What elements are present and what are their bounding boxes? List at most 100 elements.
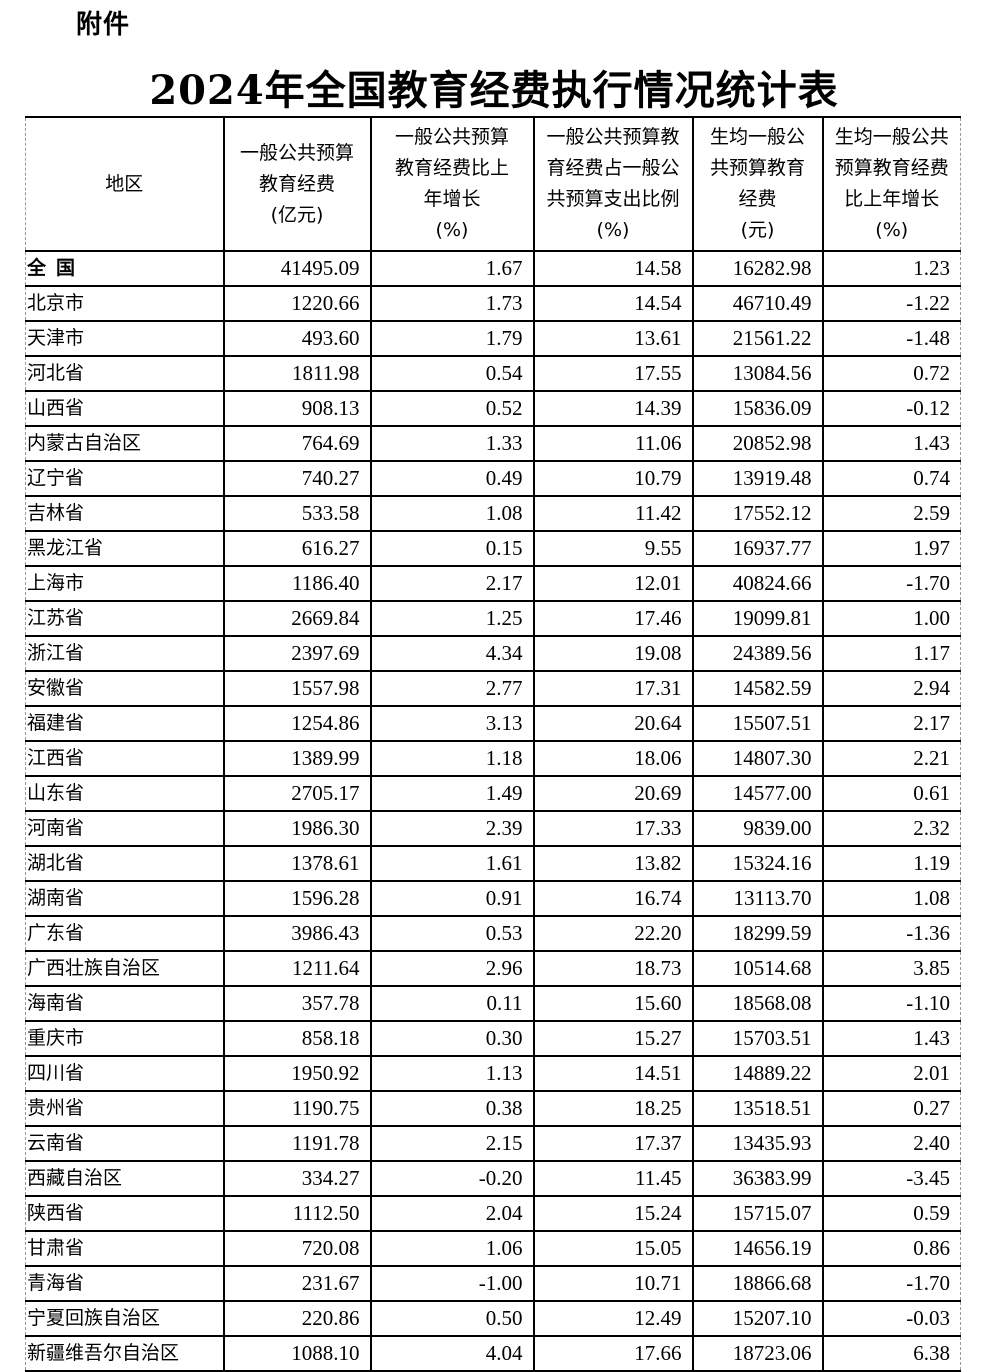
cell-budget-growth: 3.13 [369, 705, 535, 742]
cell-budget-growth: 0.52 [369, 390, 535, 427]
cell-per-student-expenditure: 13435.93 [691, 1125, 824, 1162]
column-header-line: 教育经费比上 [394, 157, 509, 179]
education-expenditure-table: 地区 一般公共预算 教育经费 (亿元) 一般公共预算 教育经费比上 年增长 (%) 一般公共预算… [25, 116, 961, 1372]
column-header-line: 经费 [738, 188, 777, 210]
column-header-line: (元) [740, 219, 775, 241]
cell-region: 江苏省 [25, 600, 225, 637]
cell-budget-education-expenditure: 1112.50 [222, 1195, 372, 1232]
column-header-line: 年增长 [423, 188, 481, 210]
cell-budget-growth: 0.30 [369, 1020, 535, 1057]
table-row: 吉林省 533.58 1.08 11.42 17552.12 2.59 [25, 495, 961, 532]
cell-budget-education-expenditure: 334.27 [222, 1160, 372, 1197]
cell-budget-growth: 1.06 [369, 1230, 535, 1267]
table-row: 福建省 1254.86 3.13 20.64 15507.51 2.17 [25, 705, 961, 742]
cell-region: 西藏自治区 [25, 1160, 225, 1197]
cell-per-student-expenditure: 21561.22 [691, 320, 824, 357]
cell-per-student-expenditure: 15836.09 [691, 390, 824, 427]
cell-share-of-budget-expenditure: 17.55 [532, 355, 694, 392]
cell-per-student-growth: 2.17 [821, 705, 961, 742]
cell-budget-education-expenditure: 858.18 [222, 1020, 372, 1057]
table-row: 四川省 1950.92 1.13 14.51 14889.22 2.01 [25, 1055, 961, 1092]
column-header-line: 育经费占一般公 [546, 157, 680, 179]
cell-budget-growth: 2.17 [369, 565, 535, 602]
cell-budget-education-expenditure: 764.69 [222, 425, 372, 462]
column-header-budget-growth: 一般公共预算 教育经费比上 年增长 (%) [369, 116, 535, 252]
table-row-national-total: 全国 41495.09 1.67 14.58 16282.98 1.23 [25, 250, 961, 287]
cell-budget-growth: 1.25 [369, 600, 535, 637]
cell-region: 湖南省 [25, 880, 225, 917]
column-header-line: 生均一般公共 [834, 126, 949, 148]
cell-budget-education-expenditure: 1986.30 [222, 810, 372, 847]
cell-per-student-growth: 1.23 [821, 250, 961, 287]
table-row: 安徽省 1557.98 2.77 17.31 14582.59 2.94 [25, 670, 961, 707]
column-header-line: 生均一般公 [709, 126, 805, 148]
column-header-region: 地区 [25, 116, 225, 252]
cell-budget-education-expenditure: 1220.66 [222, 285, 372, 322]
cell-per-student-growth: 1.43 [821, 425, 961, 462]
cell-budget-growth: 0.49 [369, 460, 535, 497]
cell-share-of-budget-expenditure: 13.61 [532, 320, 694, 357]
cell-share-of-budget-expenditure: 14.51 [532, 1055, 694, 1092]
cell-per-student-growth: 2.01 [821, 1055, 961, 1092]
cell-share-of-budget-expenditure: 18.25 [532, 1090, 694, 1127]
page-title: 2024年全国教育经费执行情况统计表 [149, 67, 839, 114]
table-row: 海南省 357.78 0.11 15.60 18568.08 -1.10 [25, 985, 961, 1022]
cell-per-student-growth: -3.45 [821, 1160, 961, 1197]
cell-per-student-growth: 2.59 [821, 495, 961, 532]
cell-budget-growth: -0.20 [369, 1160, 535, 1197]
cell-region: 重庆市 [25, 1020, 225, 1057]
cell-budget-growth: 1.61 [369, 845, 535, 882]
cell-budget-growth: 2.04 [369, 1195, 535, 1232]
cell-budget-growth: -1.00 [369, 1265, 535, 1302]
cell-region: 贵州省 [25, 1090, 225, 1127]
cell-share-of-budget-expenditure: 13.82 [532, 845, 694, 882]
cell-budget-education-expenditure: 1557.98 [222, 670, 372, 707]
cell-share-of-budget-expenditure: 17.33 [532, 810, 694, 847]
cell-per-student-expenditure: 13084.56 [691, 355, 824, 392]
cell-budget-growth: 2.15 [369, 1125, 535, 1162]
cell-per-student-growth: -1.70 [821, 1265, 961, 1302]
cell-share-of-budget-expenditure: 20.69 [532, 775, 694, 812]
cell-per-student-growth: 2.94 [821, 670, 961, 707]
cell-per-student-expenditure: 18866.68 [691, 1265, 824, 1302]
cell-region: 湖北省 [25, 845, 225, 882]
cell-budget-growth: 0.54 [369, 355, 535, 392]
cell-budget-education-expenditure: 2669.84 [222, 600, 372, 637]
cell-budget-education-expenditure: 740.27 [222, 460, 372, 497]
cell-budget-education-expenditure: 3986.43 [222, 915, 372, 952]
cell-region: 宁夏回族自治区 [25, 1300, 225, 1337]
cell-per-student-growth: -0.12 [821, 390, 961, 427]
cell-share-of-budget-expenditure: 9.55 [532, 530, 694, 567]
cell-per-student-expenditure: 13113.70 [691, 880, 824, 917]
table-row: 上海市 1186.40 2.17 12.01 40824.66 -1.70 [25, 565, 961, 602]
cell-budget-growth: 4.34 [369, 635, 535, 672]
cell-per-student-expenditure: 15324.16 [691, 845, 824, 882]
cell-region: 北京市 [25, 285, 225, 322]
cell-per-student-expenditure: 13518.51 [691, 1090, 824, 1127]
cell-region: 河北省 [25, 355, 225, 392]
cell-per-student-expenditure: 36383.99 [691, 1160, 824, 1197]
cell-per-student-expenditure: 40824.66 [691, 565, 824, 602]
table-row: 辽宁省 740.27 0.49 10.79 13919.48 0.74 [25, 460, 961, 497]
cell-share-of-budget-expenditure: 17.46 [532, 600, 694, 637]
cell-per-student-growth: 0.61 [821, 775, 961, 812]
cell-region: 黑龙江省 [25, 530, 225, 567]
attachment-label: 附件 [76, 10, 131, 40]
cell-budget-education-expenditure: 41495.09 [222, 250, 372, 287]
cell-region: 甘肃省 [25, 1230, 225, 1267]
cell-share-of-budget-expenditure: 11.06 [532, 425, 694, 462]
table-row: 河北省 1811.98 0.54 17.55 13084.56 0.72 [25, 355, 961, 392]
header-row: 地区 一般公共预算 教育经费 (亿元) 一般公共预算 教育经费比上 年增长 (%) 一般公共预算… [25, 116, 961, 252]
cell-share-of-budget-expenditure: 11.45 [532, 1160, 694, 1197]
cell-per-student-growth: -0.03 [821, 1300, 961, 1337]
cell-region: 陕西省 [25, 1195, 225, 1232]
column-header-per-student-expenditure: 生均一般公 共预算教育 经费 (元) [691, 116, 824, 252]
cell-per-student-growth: -1.10 [821, 985, 961, 1022]
cell-share-of-budget-expenditure: 17.31 [532, 670, 694, 707]
table-row: 山西省 908.13 0.52 14.39 15836.09 -0.12 [25, 390, 961, 427]
cell-budget-education-expenditure: 616.27 [222, 530, 372, 567]
cell-region: 安徽省 [25, 670, 225, 707]
cell-budget-education-expenditure: 231.67 [222, 1265, 372, 1302]
cell-budget-education-expenditure: 1190.75 [222, 1090, 372, 1127]
cell-share-of-budget-expenditure: 19.08 [532, 635, 694, 672]
